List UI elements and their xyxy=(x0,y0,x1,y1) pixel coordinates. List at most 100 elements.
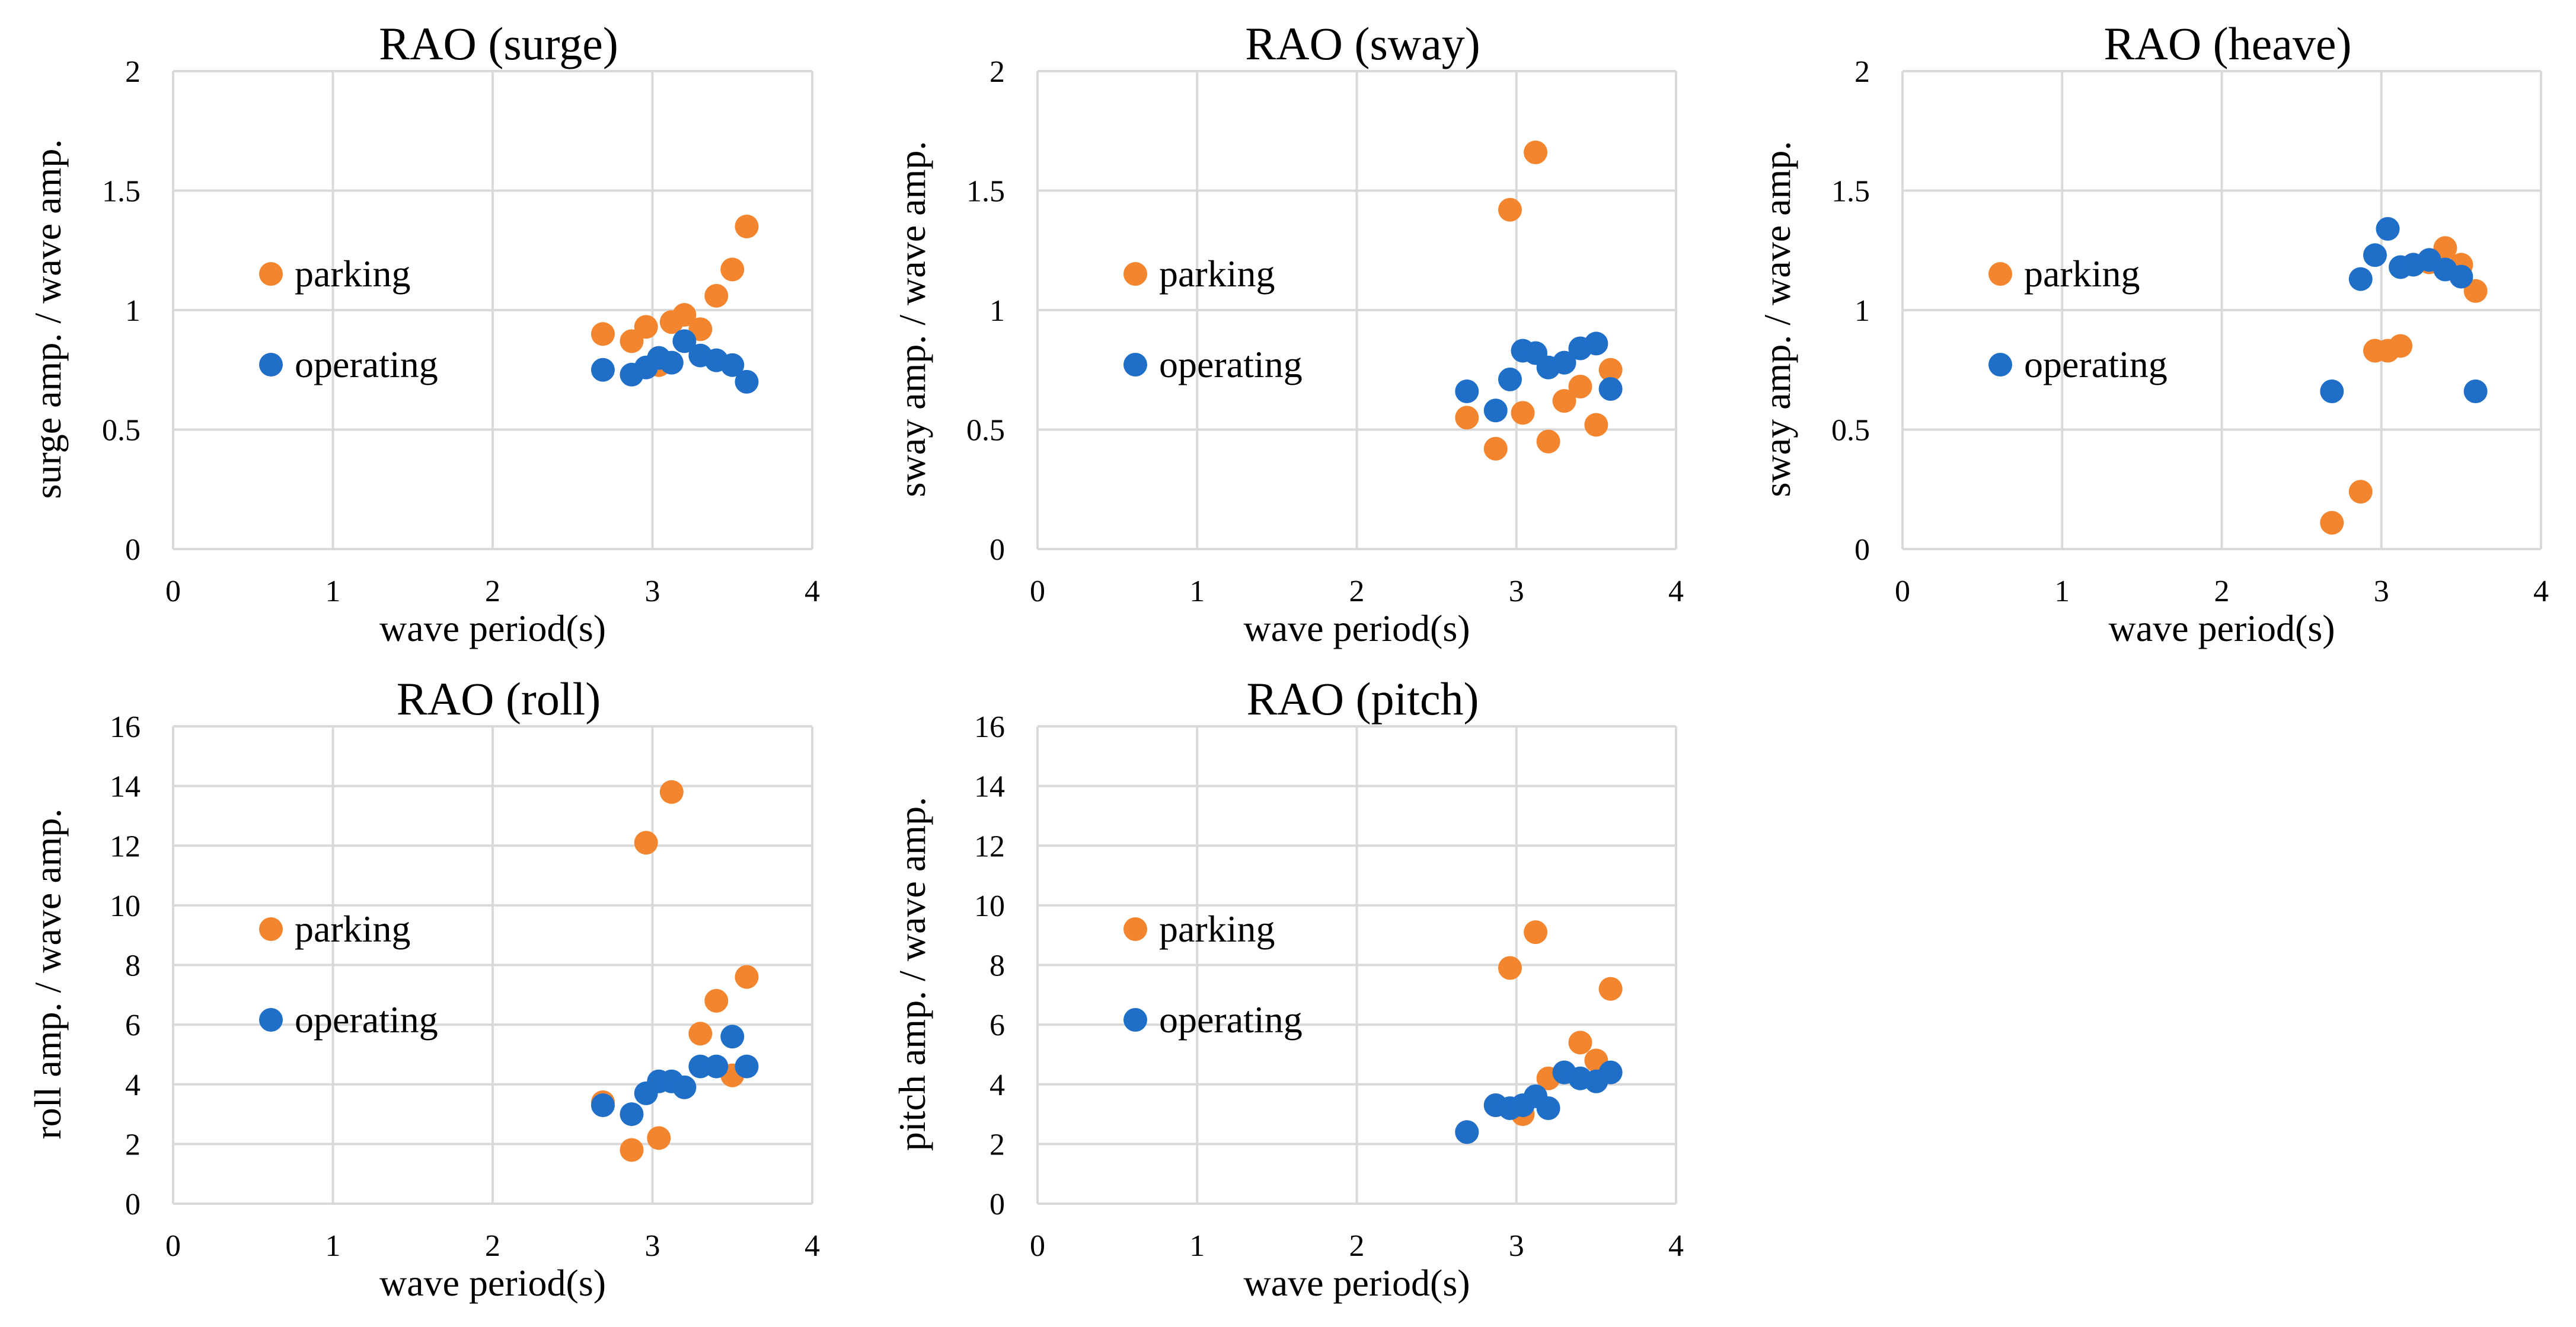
x-axis-label: wave period(s) xyxy=(1243,1262,1470,1304)
x-tick-label: 3 xyxy=(645,1229,660,1263)
y-tick-label: 1 xyxy=(1854,294,1870,328)
x-tick-label: 4 xyxy=(2533,575,2549,608)
operating-point xyxy=(2449,264,2473,289)
y-axis-label: sway amp. / wave amp. xyxy=(891,141,933,497)
y-tick-label: 1 xyxy=(989,294,1005,328)
x-tick-label: 1 xyxy=(1189,1229,1205,1263)
y-tick-label: 1.5 xyxy=(102,175,141,209)
y-axis-label: sway amp. / wave amp. xyxy=(1756,141,1798,497)
legend-marker-parking xyxy=(1123,917,1147,941)
x-tick-label: 2 xyxy=(2214,575,2230,608)
parking-point xyxy=(1568,1031,1592,1055)
y-tick-label: 10 xyxy=(974,889,1005,923)
operating-point xyxy=(590,1093,615,1117)
parking-point xyxy=(2389,334,2413,358)
y-tick-label: 0 xyxy=(1854,533,1870,567)
parking-point xyxy=(620,1138,644,1162)
parking-point xyxy=(704,283,729,308)
x-tick-label: 3 xyxy=(2374,575,2389,608)
x-tick-label: 4 xyxy=(1668,1229,1684,1263)
x-tick-label: 0 xyxy=(165,1229,181,1263)
operating-point xyxy=(1498,367,1522,391)
y-tick-label: 12 xyxy=(110,830,141,863)
x-axis-label: wave period(s) xyxy=(1243,607,1470,649)
legend-marker-operating xyxy=(1123,353,1147,377)
parking-point xyxy=(672,303,697,327)
legend-marker-parking xyxy=(1988,262,2012,286)
x-tick-label: 2 xyxy=(1349,1229,1365,1263)
x-tick-label: 3 xyxy=(1509,575,1524,608)
x-tick-label: 3 xyxy=(1509,1229,1524,1263)
operating-point xyxy=(1598,377,1623,401)
x-tick-label: 1 xyxy=(1189,575,1205,608)
parking-point xyxy=(1498,197,1522,222)
x-tick-label: 1 xyxy=(2054,575,2070,608)
chart-panel-0: 0 0.5 1 1.5 2 0 1 2 3 4 RAO (surge) wave period(s) s… xyxy=(27,18,820,649)
y-tick-label: 8 xyxy=(125,949,141,983)
y-tick-label: 1.5 xyxy=(1831,175,1870,209)
y-tick-label: 2 xyxy=(989,55,1005,89)
parking-point xyxy=(620,329,644,353)
chart-title: RAO (surge) xyxy=(379,18,618,69)
y-tick-label: 4 xyxy=(125,1068,141,1102)
legend-label-parking: parking xyxy=(295,908,411,950)
operating-point xyxy=(672,1075,697,1099)
y-tick-label: 8 xyxy=(989,949,1005,983)
operating-point xyxy=(2348,267,2373,291)
y-tick-label: 2 xyxy=(125,55,141,89)
operating-point xyxy=(2376,216,2400,241)
y-tick-label: 14 xyxy=(110,770,141,804)
legend-label-operating: operating xyxy=(2024,343,2168,385)
parking-point xyxy=(1552,389,1576,413)
x-axis-label: wave period(s) xyxy=(379,1262,606,1304)
x-axis-label: wave period(s) xyxy=(379,607,606,649)
y-tick-label: 2 xyxy=(989,1128,1005,1162)
y-axis-label: pitch amp. / wave amp. xyxy=(891,797,933,1151)
y-tick-label: 12 xyxy=(974,830,1005,863)
parking-point xyxy=(1455,406,1479,430)
legend-label-parking: parking xyxy=(295,253,411,295)
x-tick-label: 2 xyxy=(485,575,500,608)
operating-point xyxy=(2363,243,2387,267)
y-tick-label: 2 xyxy=(1854,55,1870,89)
y-tick-label: 0.5 xyxy=(102,414,141,448)
legend-marker-operating xyxy=(1988,353,2012,377)
legend-label-operating: operating xyxy=(1159,999,1303,1041)
operating-point xyxy=(2463,379,2488,404)
y-tick-label: 6 xyxy=(989,1009,1005,1042)
parking-point xyxy=(1524,141,1548,165)
parking-point xyxy=(1536,429,1560,454)
parking-point xyxy=(634,315,658,339)
x-tick-label: 0 xyxy=(1895,575,1910,608)
operating-point xyxy=(620,1102,644,1127)
operating-point xyxy=(720,353,745,377)
chart-title: RAO (heave) xyxy=(2104,18,2352,69)
legend-label-operating: operating xyxy=(295,999,438,1041)
y-tick-label: 0 xyxy=(125,1188,141,1221)
y-axis-label: surge amp. / wave amp. xyxy=(27,139,69,499)
chart-title: RAO (roll) xyxy=(397,673,601,725)
y-tick-label: 10 xyxy=(110,889,141,923)
y-axis-label: roll amp. / wave amp. xyxy=(27,808,69,1139)
operating-point xyxy=(735,369,759,394)
y-tick-label: 4 xyxy=(989,1068,1005,1102)
parking-point xyxy=(688,1022,713,1046)
y-tick-label: 1.5 xyxy=(966,175,1005,209)
parking-point xyxy=(735,214,759,238)
x-tick-label: 2 xyxy=(1349,575,1365,608)
legend-label-parking: parking xyxy=(1159,253,1275,295)
legend-label-parking: parking xyxy=(1159,908,1275,950)
chart-panel-2: 0 0.5 1 1.5 2 0 1 2 3 4 RAO (heave) wave period(s) s… xyxy=(1756,18,2549,649)
operating-point xyxy=(704,1054,729,1079)
y-tick-label: 0 xyxy=(125,533,141,567)
parking-point xyxy=(1524,920,1548,945)
y-tick-label: 0.5 xyxy=(966,414,1005,448)
parking-point xyxy=(634,831,658,855)
y-tick-label: 14 xyxy=(974,770,1005,804)
parking-point xyxy=(2463,279,2488,303)
parking-point xyxy=(1483,436,1508,461)
y-tick-label: 0 xyxy=(989,533,1005,567)
